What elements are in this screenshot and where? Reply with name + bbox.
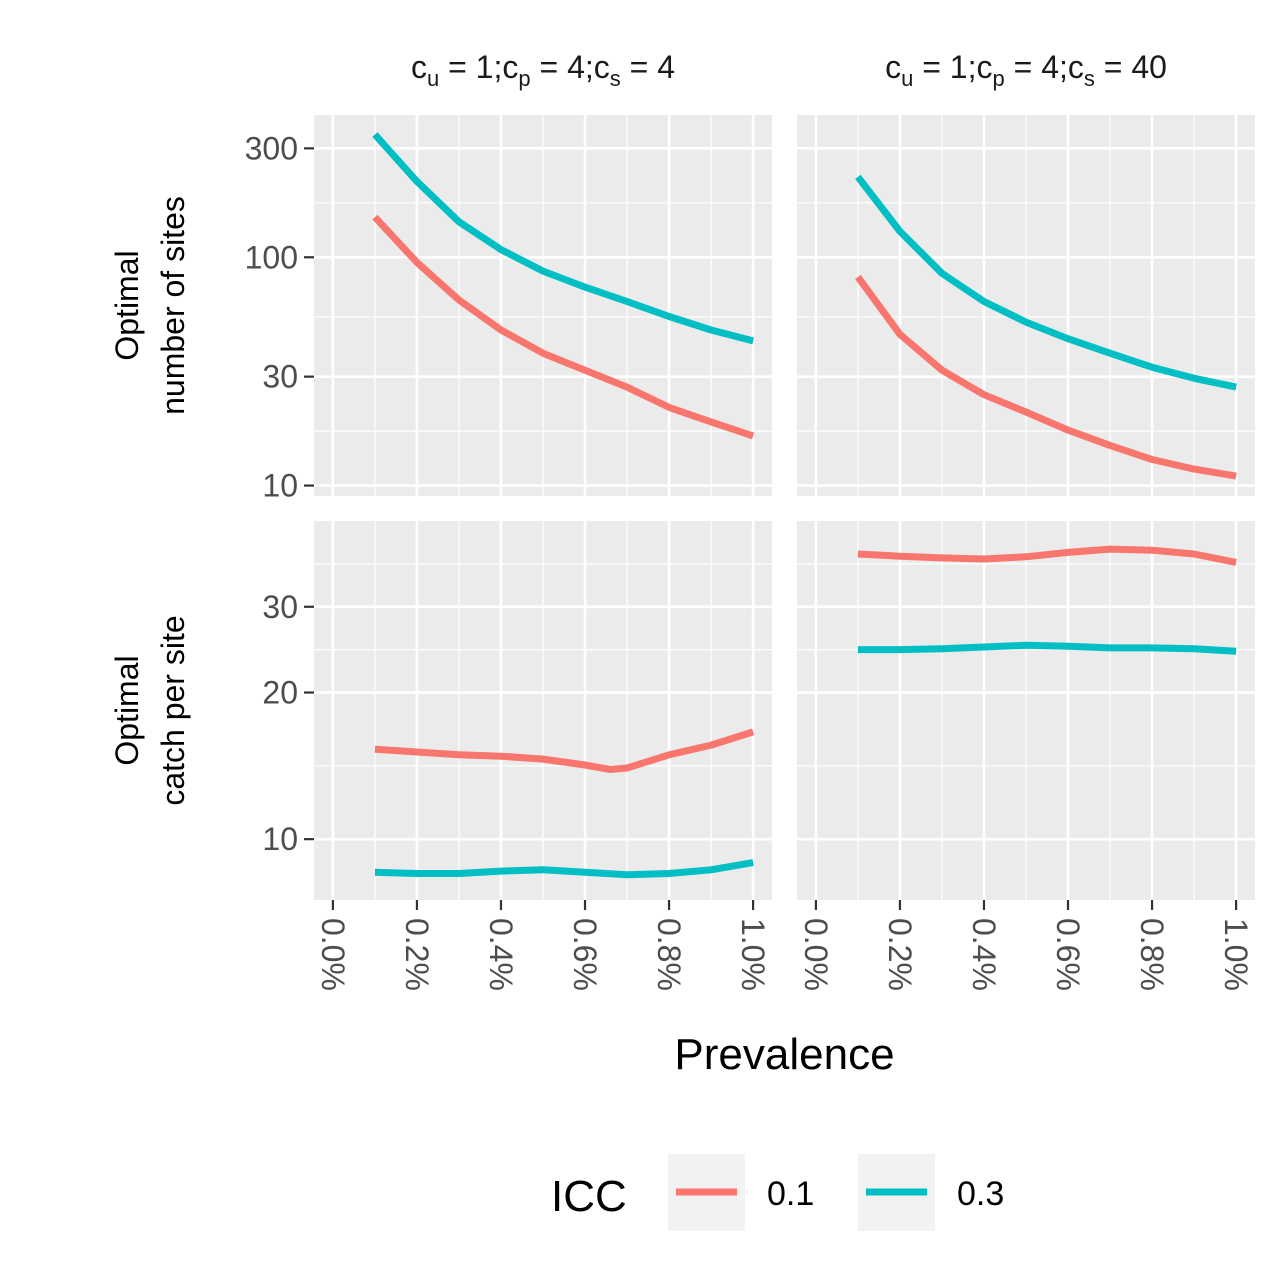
facet-strip-label: cu = 1;cp = 4;cs = 4 xyxy=(411,49,675,91)
legend-label: 0.3 xyxy=(957,1175,1004,1213)
series-line-icc-03-r0-c0 xyxy=(372,132,754,345)
y-tick-label: 20 xyxy=(262,675,298,711)
series-line-icc-03-r1-c0 xyxy=(374,859,754,879)
legend-label: 0.1 xyxy=(767,1175,814,1213)
series-line-icc-03-r1-c1 xyxy=(857,641,1237,655)
y-axis-label-line2: catch per site xyxy=(155,615,191,805)
x-tick-label: 0.6% xyxy=(1050,918,1086,991)
legend-item-01: 0.1 xyxy=(668,1154,814,1231)
series-line-icc-03-r0-c1 xyxy=(855,174,1237,391)
x-tick-label: 0.0% xyxy=(798,918,834,991)
y-tick-label: 300 xyxy=(245,130,298,166)
y-tick-label: 30 xyxy=(262,359,298,395)
panel-r1-c0 xyxy=(314,521,772,900)
legend-title: ICC xyxy=(551,1172,627,1221)
panel-r0-c0 xyxy=(314,115,772,496)
y-tick-label: 100 xyxy=(245,239,298,275)
x-axis-label: Prevalence xyxy=(674,1030,894,1079)
x-tick-label: 0.8% xyxy=(651,918,687,991)
x-tick-label: 0.8% xyxy=(1134,918,1170,991)
y-axis-label-line1: Optimal xyxy=(109,250,145,360)
y-axis-label-line1: Optimal xyxy=(109,655,145,765)
panel-r0-c1 xyxy=(797,115,1255,496)
x-tick-label: 0.2% xyxy=(882,918,918,991)
series-line-icc-01-r1-c1 xyxy=(857,545,1237,566)
legend: ICC 0.1 0.3 xyxy=(551,1154,1004,1231)
legend-item-03: 0.3 xyxy=(858,1154,1004,1231)
facet-strip-label: cu = 1;cp = 4;cs = 40 xyxy=(885,49,1167,91)
x-tick-label: 0.4% xyxy=(966,918,1002,991)
panel-r1-c1 xyxy=(797,521,1255,900)
x-tick-label: 0.6% xyxy=(567,918,603,991)
y-tick-label: 10 xyxy=(262,468,298,504)
y-tick-label: 30 xyxy=(262,589,298,625)
x-tick-label: 1.0% xyxy=(1218,918,1254,991)
series-line-icc-01-r1-c0 xyxy=(374,728,755,773)
y-axis-label-line2: number of sites xyxy=(155,196,191,415)
x-tick-label: 0.2% xyxy=(399,918,435,991)
x-tick-label: 1.0% xyxy=(735,918,771,991)
x-tick-label: 0.4% xyxy=(483,918,519,991)
series-line-icc-01-r0-c0 xyxy=(372,214,755,440)
y-tick-label: 10 xyxy=(262,821,298,857)
x-tick-label: 0.0% xyxy=(315,918,351,991)
series-line-icc-01-r0-c1 xyxy=(855,274,1237,480)
